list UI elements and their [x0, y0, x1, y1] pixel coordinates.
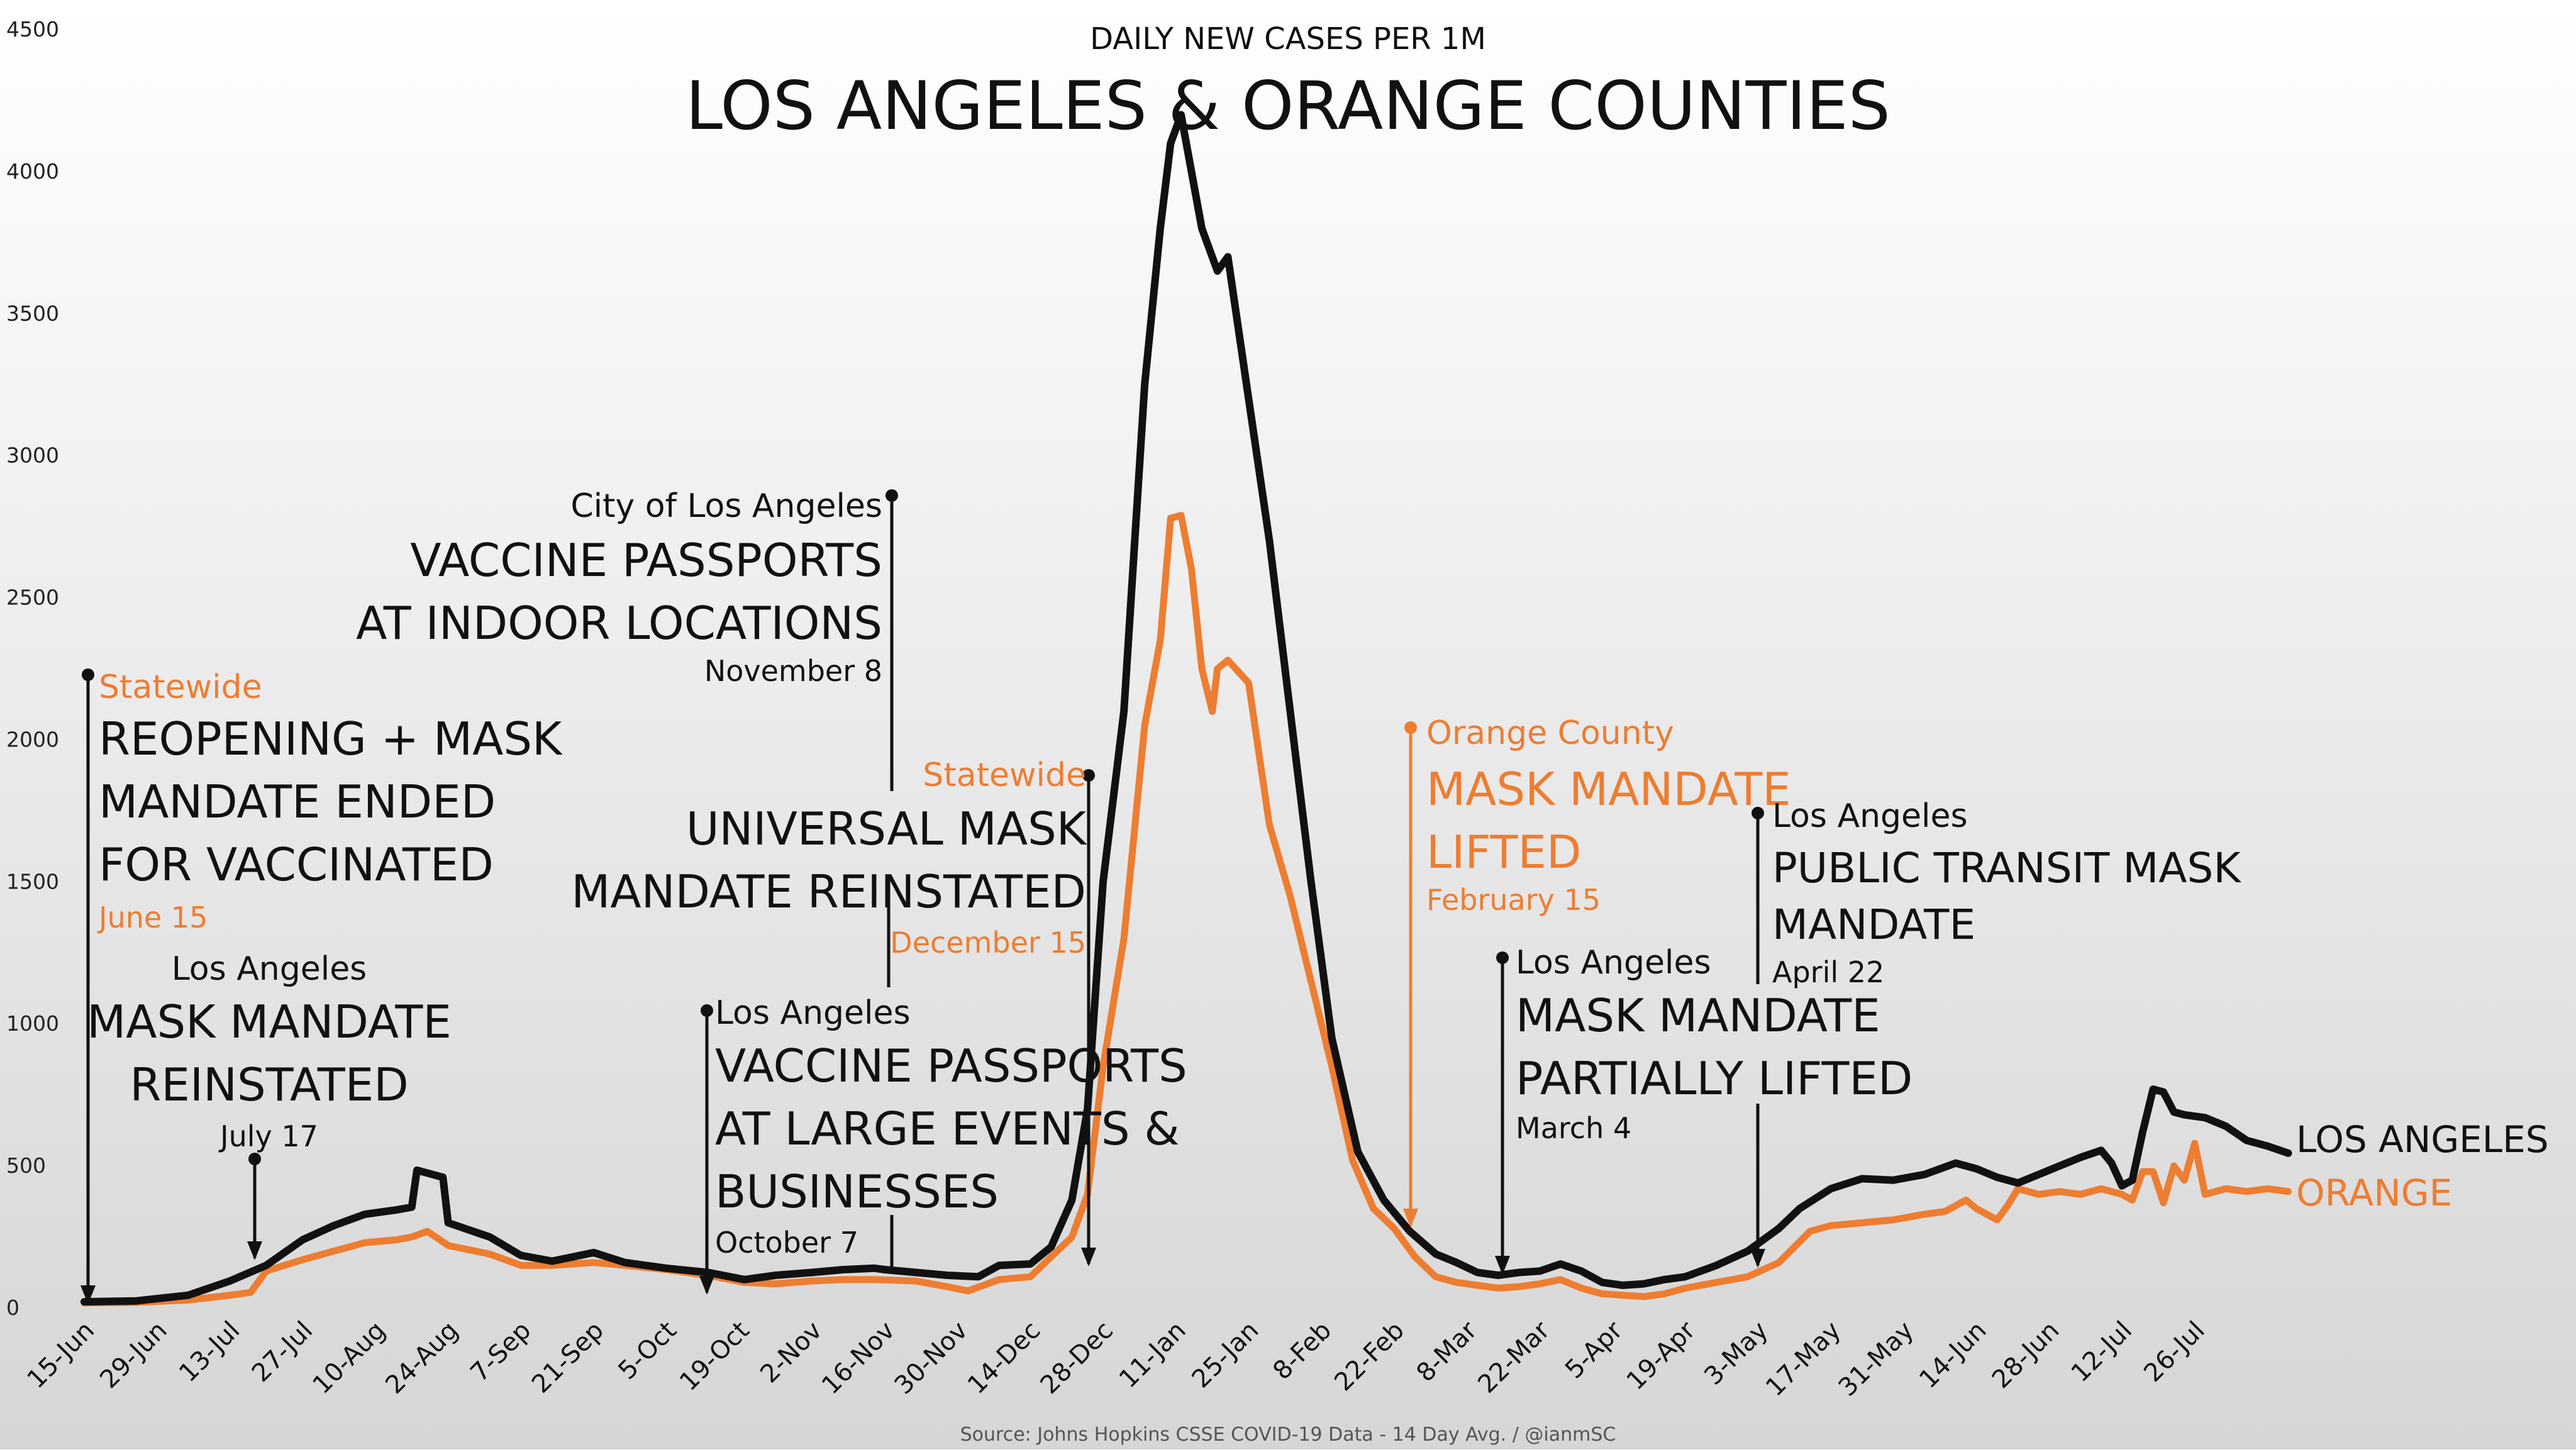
series-end-label-los-angeles: LOS ANGELES: [2296, 1118, 2549, 1161]
annotation-arrowhead: [1081, 1248, 1096, 1266]
annotation-headline: VACCINE PASSPORTS: [410, 534, 882, 587]
annotation-arrowhead: [80, 1285, 96, 1304]
annotation-headline: AT LARGE EVENTS &: [715, 1102, 1180, 1155]
y-tick-label: 3500: [6, 301, 59, 326]
annotation-headline: MANDATE ENDED: [99, 775, 496, 828]
annotation-headline: BUSINESSES: [715, 1165, 999, 1218]
annotation-dot: [1404, 721, 1417, 734]
annotation-headline: MASK MANDATE: [87, 995, 452, 1048]
annotation-date: December 15: [890, 926, 1086, 960]
series-line-los-angeles: [80, 111, 2292, 1306]
annotation-la-mask-jul: Los Angeles MASK MANDATE REINSTATED July 17: [87, 950, 452, 1260]
annotation-headline: LIFTED: [1426, 826, 1581, 878]
annotation-date: March 4: [1516, 1111, 1631, 1145]
annotation-header: Los Angeles: [1772, 797, 1968, 835]
annotation-arrowhead: [699, 1276, 714, 1295]
series-line-orange: [80, 512, 2292, 1307]
annotation-reopening: Statewide REOPENING + MASK MANDATE ENDED FO…: [80, 668, 563, 1304]
annotation-dot: [1082, 769, 1095, 782]
annotation-city-la-passports: City of Los Angeles VACCINE PASSPORTS AT I…: [356, 487, 898, 791]
annotation-header: Los Angeles: [715, 994, 911, 1032]
annotation-date: June 15: [97, 901, 208, 934]
annotation-header: City of Los Angeles: [570, 487, 882, 525]
y-axis: 0 500 1000 1500 2000 2500 3000 3500 4000 4500: [6, 17, 59, 1320]
annotation-header: Statewide: [99, 668, 262, 706]
chart-subtitle: DAILY NEW CASES PER 1M: [1090, 21, 1486, 57]
y-tick-label: 2000: [6, 727, 59, 751]
annotation-dot: [82, 668, 94, 681]
annotation-headline: FOR VACCINATED: [99, 838, 494, 891]
annotation-headline: MANDATE REINSTATED: [571, 865, 1086, 918]
series-layer: [80, 111, 2292, 1307]
annotation-statewide-reinstated: Statewide UNIVERSAL MASK MANDATE REINSTATE…: [571, 756, 1096, 1266]
y-tick-label: 1000: [6, 1011, 59, 1036]
chart-source: Source: Johns Hopkins CSSE COVID-19 Data…: [960, 1424, 1616, 1446]
annotation-header: Statewide: [923, 756, 1086, 794]
annotation-headline: PUBLIC TRANSIT MASK: [1772, 844, 2241, 892]
annotation-date: April 22: [1772, 955, 1884, 989]
series-end-labels: LOS ANGELES ORANGE: [2296, 1118, 2549, 1214]
y-tick-label: 4500: [6, 17, 59, 42]
annotation-arrowhead: [1495, 1256, 1510, 1275]
chart-title: LOS ANGELES & ORANGE COUNTIES: [686, 67, 1890, 145]
annotation-header: Orange County: [1426, 714, 1674, 752]
annotation-la-transit: Los Angeles PUBLIC TRANSIT MASK MANDATE Apr…: [1750, 797, 2241, 1268]
y-tick-label: 1500: [6, 869, 59, 894]
y-tick-label: 4000: [6, 159, 59, 184]
annotation-dot: [1496, 951, 1509, 964]
annotation-headline: MASK MANDATE: [1426, 763, 1791, 816]
annotation-header: Los Angeles: [1516, 944, 1711, 982]
annotation-date: November 8: [704, 654, 882, 688]
annotation-arrowhead: [1403, 1209, 1418, 1228]
annotation-headline: MASK MANDATE: [1516, 989, 1880, 1042]
annotation-date: October 7: [715, 1226, 858, 1260]
annotation-oc-lifted: Orange County MASK MANDATE LIFTED February …: [1403, 714, 1791, 1228]
annotation-la-partially-lifted: Los Angeles MASK MANDATE PARTIALLY LIFTED M…: [1495, 944, 1913, 1275]
annotation-headline: UNIVERSAL MASK: [686, 802, 1087, 855]
annotation-headline: MANDATE: [1772, 901, 1975, 949]
annotation-arrowhead: [1750, 1249, 1765, 1268]
annotation-headline: REINSTATED: [130, 1058, 408, 1111]
annotations: Statewide REOPENING + MASK MANDATE ENDED FO…: [80, 487, 2241, 1304]
annotation-dot: [701, 1004, 713, 1017]
y-tick-label: 0: [6, 1295, 19, 1320]
annotation-date: July 17: [218, 1119, 318, 1153]
annotation-dot: [1752, 807, 1764, 819]
annotation-headline: PARTIALLY LIFTED: [1516, 1052, 1913, 1105]
y-tick-label: 2500: [6, 585, 59, 610]
y-tick-label: 3000: [6, 443, 59, 468]
y-tick-label: 500: [6, 1153, 46, 1178]
annotation-headline: REOPENING + MASK: [99, 712, 563, 765]
annotation-arrowhead: [247, 1241, 262, 1260]
annotation-dot: [248, 1153, 261, 1165]
series-end-label-orange: ORANGE: [2296, 1172, 2452, 1214]
annotation-headline: AT INDOOR LOCATIONS: [356, 597, 882, 650]
annotation-headline: VACCINE PASSPORTS: [715, 1039, 1187, 1092]
annotation-la-passports-events: Los Angeles VACCINE PASSPORTS AT LARGE EVE…: [699, 994, 1187, 1295]
annotation-dot: [886, 489, 898, 502]
annotation-date: February 15: [1426, 883, 1601, 917]
annotation-header: Los Angeles: [172, 950, 367, 988]
